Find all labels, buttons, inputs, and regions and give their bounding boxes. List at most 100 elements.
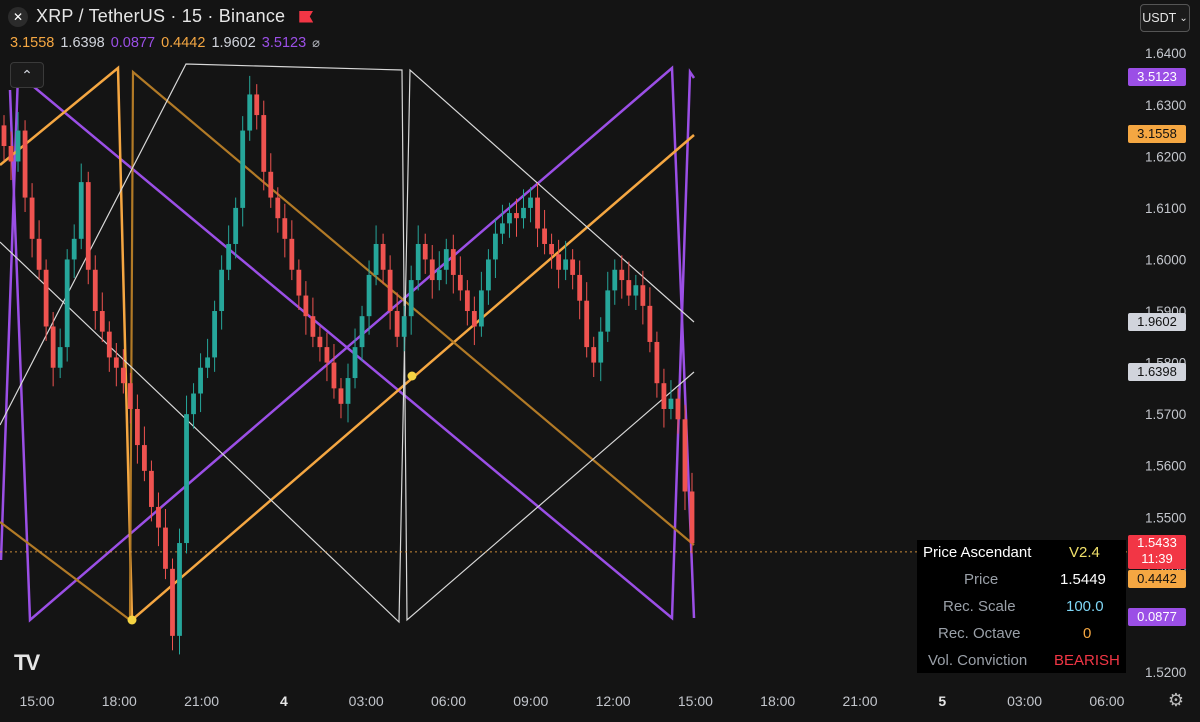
candle-body	[366, 274, 372, 317]
candle-body	[261, 115, 267, 172]
info-row-octave: Rec. Octave 0	[917, 621, 1126, 648]
info-label: Rec. Octave	[938, 625, 1021, 642]
indicator-value: 1.9602	[211, 35, 256, 51]
candle-body	[64, 259, 70, 348]
price-label-value: 1.9602	[1137, 314, 1177, 329]
candle-body	[226, 243, 232, 270]
indicator-value: 3.1558	[10, 35, 55, 51]
time-tick-label: 21:00	[184, 693, 219, 709]
price-label-value: 0.0877	[1137, 609, 1177, 624]
info-row-title: Price Ascendant V2.4	[917, 540, 1126, 567]
price-label-value: 0.4442	[1137, 571, 1177, 586]
candle-body	[422, 243, 428, 260]
indicator-value: 0.0877	[110, 35, 156, 51]
candle-body	[212, 311, 218, 358]
indicator-line	[8, 65, 696, 623]
candle-body	[577, 274, 583, 301]
candle-body	[127, 383, 133, 409]
candle-body	[493, 233, 498, 260]
indicator-line	[0, 68, 696, 621]
info-row-conviction: Vol. Conviction BEARISH	[917, 648, 1126, 675]
candle-body	[647, 305, 653, 342]
candle-body	[142, 445, 147, 471]
xrp-icon[interactable]: ✕	[8, 6, 28, 27]
info-value: 1.5449	[1060, 571, 1106, 588]
candle-body	[352, 347, 358, 379]
candle-body	[668, 398, 674, 409]
candle-body	[486, 259, 491, 291]
flag-icon[interactable]	[299, 11, 313, 23]
candle-body	[500, 223, 505, 234]
price-label-value: 3.1558	[1137, 126, 1177, 141]
candle-body	[296, 269, 302, 296]
candle-body	[254, 94, 260, 116]
candle-body	[15, 130, 21, 162]
candle-body	[563, 259, 569, 270]
price-tick-label: 1.5700	[1145, 407, 1186, 422]
candle-body	[682, 419, 688, 492]
candle-body	[464, 290, 470, 312]
candle-body	[303, 295, 309, 317]
candle-body	[640, 285, 646, 306]
candle-body	[106, 331, 112, 358]
candle-body	[605, 290, 611, 332]
candle-body	[198, 367, 203, 394]
candle-body	[317, 336, 323, 348]
candle-body	[57, 347, 63, 368]
candle-body	[331, 362, 337, 389]
time-tick-label: 09:00	[513, 693, 548, 709]
candle-body	[443, 249, 449, 270]
candle-body	[78, 182, 84, 239]
indicator-line	[0, 65, 695, 623]
info-label: Price Ascendant	[923, 544, 1032, 561]
candle-body	[514, 213, 519, 219]
currency-button[interactable]: USDT ⌄	[1140, 4, 1190, 32]
collapse-button[interactable]: ⌃	[10, 62, 44, 88]
candle-body	[289, 238, 295, 270]
candle-body	[429, 259, 435, 281]
pivot-marker	[407, 371, 417, 381]
candle-body	[338, 388, 344, 404]
info-value: BEARISH	[1054, 652, 1120, 669]
price-label-value: 1.6398	[1137, 364, 1177, 379]
candle-body	[394, 311, 400, 337]
price-axis-label: 1.6398	[1128, 363, 1186, 381]
candle-body	[598, 331, 604, 363]
candle-body	[570, 259, 576, 275]
tradingview-logo[interactable]: TV	[14, 650, 40, 675]
candle-body	[633, 285, 639, 296]
candle-body	[247, 94, 253, 131]
price-label-value: 3.5123	[1137, 69, 1177, 84]
time-tick-label: 15:00	[678, 693, 713, 709]
candle-body	[177, 543, 182, 636]
info-row-scale: Rec. Scale 100.0	[917, 594, 1126, 621]
candle-body	[43, 269, 49, 327]
time-tick-label: 03:00	[1007, 693, 1042, 709]
candle-body	[401, 316, 407, 337]
gear-icon[interactable]: ⚙	[1167, 690, 1185, 710]
price-axis-label: 0.0877	[1128, 608, 1186, 626]
price-axis-label: 1.5433 11:39	[1128, 535, 1186, 569]
candle-body	[233, 207, 239, 244]
candle-body	[450, 249, 456, 275]
candle-body	[240, 130, 246, 208]
candle-body	[156, 506, 161, 528]
candle-body	[184, 414, 189, 544]
time-tick-label: 03:00	[349, 693, 384, 709]
candle-body	[654, 341, 660, 384]
time-tick-label: 15:00	[19, 693, 54, 709]
price-axis-label: 3.5123	[1128, 68, 1186, 86]
chart-title[interactable]: XRP / TetherUS · 15 · Binance	[36, 6, 286, 26]
candle-body	[50, 326, 56, 368]
candle-body	[521, 207, 526, 219]
null-icon: ⌀	[312, 35, 320, 50]
candle-body	[92, 269, 98, 312]
candle-body	[619, 269, 625, 281]
candle-body	[549, 243, 554, 255]
candle-body	[689, 491, 695, 544]
time-tick-label: 21:00	[842, 693, 877, 709]
candle-body	[359, 316, 365, 348]
candle-body	[507, 213, 512, 224]
candle-body	[310, 316, 316, 337]
